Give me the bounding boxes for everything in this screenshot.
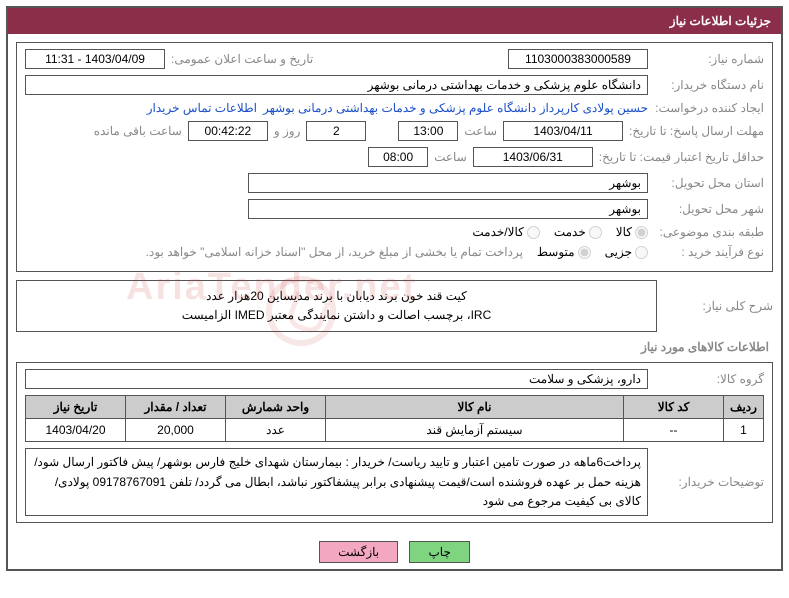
- items-title: اطلاعات کالاهای مورد نیاز: [8, 340, 769, 354]
- radio-service-input[interactable]: [589, 226, 602, 239]
- buyer-note: پرداخت6ماهه در صورت تامین اعتبار و تایید…: [25, 448, 648, 516]
- contact-link[interactable]: اطلاعات تماس خریدار: [147, 101, 257, 115]
- items-section: گروه کالا: دارو، پزشکی و سلامت ردیف کد ک…: [16, 362, 773, 523]
- radio-both-input[interactable]: [527, 226, 540, 239]
- radio-medium[interactable]: متوسط: [537, 245, 591, 259]
- days-and-label: روز و: [274, 124, 301, 138]
- radio-medium-input[interactable]: [578, 246, 591, 259]
- radio-goods[interactable]: کالا: [616, 225, 648, 239]
- panel-header: جزئیات اطلاعات نیاز: [8, 8, 781, 34]
- cell-date: 1403/04/20: [26, 419, 126, 442]
- th-date: تاریخ نیاز: [26, 396, 126, 419]
- buyer-org-label: نام دستگاه خریدار:: [654, 78, 764, 92]
- cell-code: --: [624, 419, 724, 442]
- radio-both[interactable]: کالا/خدمت: [472, 225, 539, 239]
- main-panel: جزئیات اطلاعات نیاز شماره نیاز: 11030003…: [6, 6, 783, 571]
- validity-label: حداقل تاریخ اعتبار قیمت: تا تاریخ:: [599, 150, 764, 164]
- cell-unit: عدد: [226, 419, 326, 442]
- province-value: بوشهر: [248, 173, 648, 193]
- time-label-2: ساعت: [434, 150, 467, 164]
- desc-line1: کیت قند خون برند دیابان با برند مدیساین …: [23, 287, 650, 306]
- radio-service[interactable]: خدمت: [554, 225, 602, 239]
- remaining-value: 00:42:22: [188, 121, 268, 141]
- city-label: شهر محل تحویل:: [654, 202, 764, 216]
- radio-small[interactable]: جزیی: [605, 245, 648, 259]
- category-label: طبقه بندی موضوعی:: [654, 225, 764, 239]
- print-button[interactable]: چاپ: [409, 541, 469, 563]
- need-no-value: 1103000383000589: [508, 49, 648, 69]
- cell-qty: 20,000: [126, 419, 226, 442]
- radio-goods-input[interactable]: [635, 226, 648, 239]
- reply-deadline-label: مهلت ارسال پاسخ: تا تاریخ:: [629, 124, 764, 138]
- process-label: نوع فرآیند خرید :: [654, 245, 764, 259]
- details-section: شماره نیاز: 1103000383000589 تاریخ و ساع…: [16, 42, 773, 272]
- need-no-label: شماره نیاز:: [654, 52, 764, 66]
- th-code: کد کالا: [624, 396, 724, 419]
- desc-box: کیت قند خون برند دیابان با برند مدیساین …: [16, 280, 657, 332]
- cell-row: 1: [724, 419, 764, 442]
- group-value: دارو، پزشکی و سلامت: [25, 369, 648, 389]
- reply-date: 1403/04/11: [503, 121, 623, 141]
- remaining-label: ساعت باقی مانده: [94, 124, 182, 138]
- validity-date: 1403/06/31: [473, 147, 593, 167]
- desc-label: شرح کلی نیاز:: [663, 280, 773, 332]
- cell-name: سیستم آزمایش قند: [326, 419, 624, 442]
- th-qty: تعداد / مقدار: [126, 396, 226, 419]
- reply-time: 13:00: [398, 121, 458, 141]
- process-note: پرداخت تمام یا بخشی از مبلغ خرید، از محل…: [146, 245, 523, 259]
- desc-line2: IRC، برچسب اصالت و داشتن نمایندگی معتبر …: [23, 306, 650, 325]
- buyer-note-label: توضیحات خریدار:: [654, 448, 764, 516]
- table-row: 1 -- سیستم آزمایش قند عدد 20,000 1403/04…: [26, 419, 764, 442]
- validity-time: 08:00: [368, 147, 428, 167]
- group-label: گروه کالا:: [654, 372, 764, 386]
- th-row: ردیف: [724, 396, 764, 419]
- button-row: چاپ بازگشت: [8, 531, 781, 569]
- items-table: ردیف کد کالا نام کالا واحد شمارش تعداد /…: [25, 395, 764, 442]
- province-label: استان محل تحویل:: [654, 176, 764, 190]
- radio-small-input[interactable]: [635, 246, 648, 259]
- requester-label: ایجاد کننده درخواست:: [654, 101, 764, 115]
- city-value: بوشهر: [248, 199, 648, 219]
- buyer-org-value: دانشگاه علوم پزشکی و خدمات بهداشتی درمان…: [25, 75, 648, 95]
- announce-label: تاریخ و ساعت اعلان عمومی:: [171, 52, 313, 66]
- back-button[interactable]: بازگشت: [319, 541, 398, 563]
- category-radios: کالا خدمت کالا/خدمت: [472, 225, 648, 239]
- header-title: جزئیات اطلاعات نیاز: [670, 14, 771, 28]
- th-unit: واحد شمارش: [226, 396, 326, 419]
- requester-value: حسین پولادی کارپرداز دانشگاه علوم پزشکی …: [263, 101, 648, 115]
- announce-value: 1403/04/09 - 11:31: [25, 49, 165, 69]
- time-label-1: ساعت: [464, 124, 497, 138]
- table-header-row: ردیف کد کالا نام کالا واحد شمارش تعداد /…: [26, 396, 764, 419]
- process-radios: جزیی متوسط: [537, 245, 648, 259]
- th-name: نام کالا: [326, 396, 624, 419]
- days-value: 2: [306, 121, 366, 141]
